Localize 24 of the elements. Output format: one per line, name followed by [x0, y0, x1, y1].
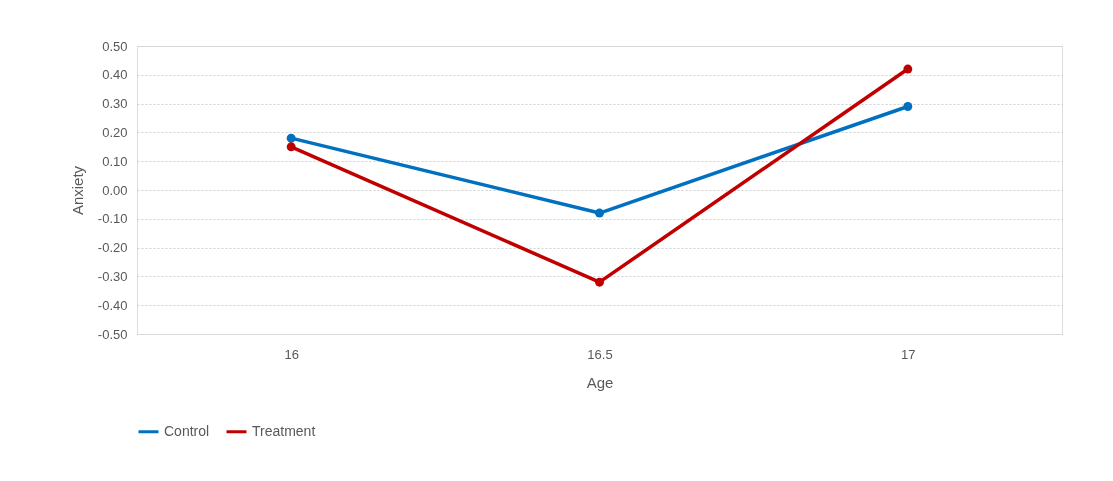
- x-axis-title: Age: [586, 373, 614, 391]
- y-tick-label: 0.50: [102, 38, 128, 54]
- point: [903, 102, 913, 111]
- y-tick-label: 0.20: [102, 124, 128, 140]
- legend-label: Control: [164, 422, 210, 439]
- point: [903, 64, 913, 74]
- legend-label: Treatment: [252, 422, 316, 439]
- y-tick-label: -0.30: [97, 268, 128, 284]
- point: [595, 277, 604, 287]
- point: [286, 142, 296, 152]
- y-tick-label: 0.10: [102, 153, 128, 169]
- y-tick-label: -0.40: [97, 297, 128, 313]
- y-axis-title: Anxiety: [68, 165, 86, 216]
- y-tick-label: -0.50: [97, 326, 128, 342]
- x-tick-label: 16: [284, 346, 299, 362]
- y-tick-label: 0.30: [102, 96, 128, 112]
- y-tick-label: -0.10: [97, 211, 128, 227]
- y-tick-label: 0.40: [102, 67, 128, 83]
- point: [286, 133, 296, 143]
- y-tick-label: -0.20: [97, 240, 128, 256]
- x-tick-label: 16.5: [587, 346, 613, 362]
- y-tick-label: 0.00: [102, 182, 128, 198]
- x-tick-label: 17: [901, 346, 916, 362]
- point: [595, 208, 604, 218]
